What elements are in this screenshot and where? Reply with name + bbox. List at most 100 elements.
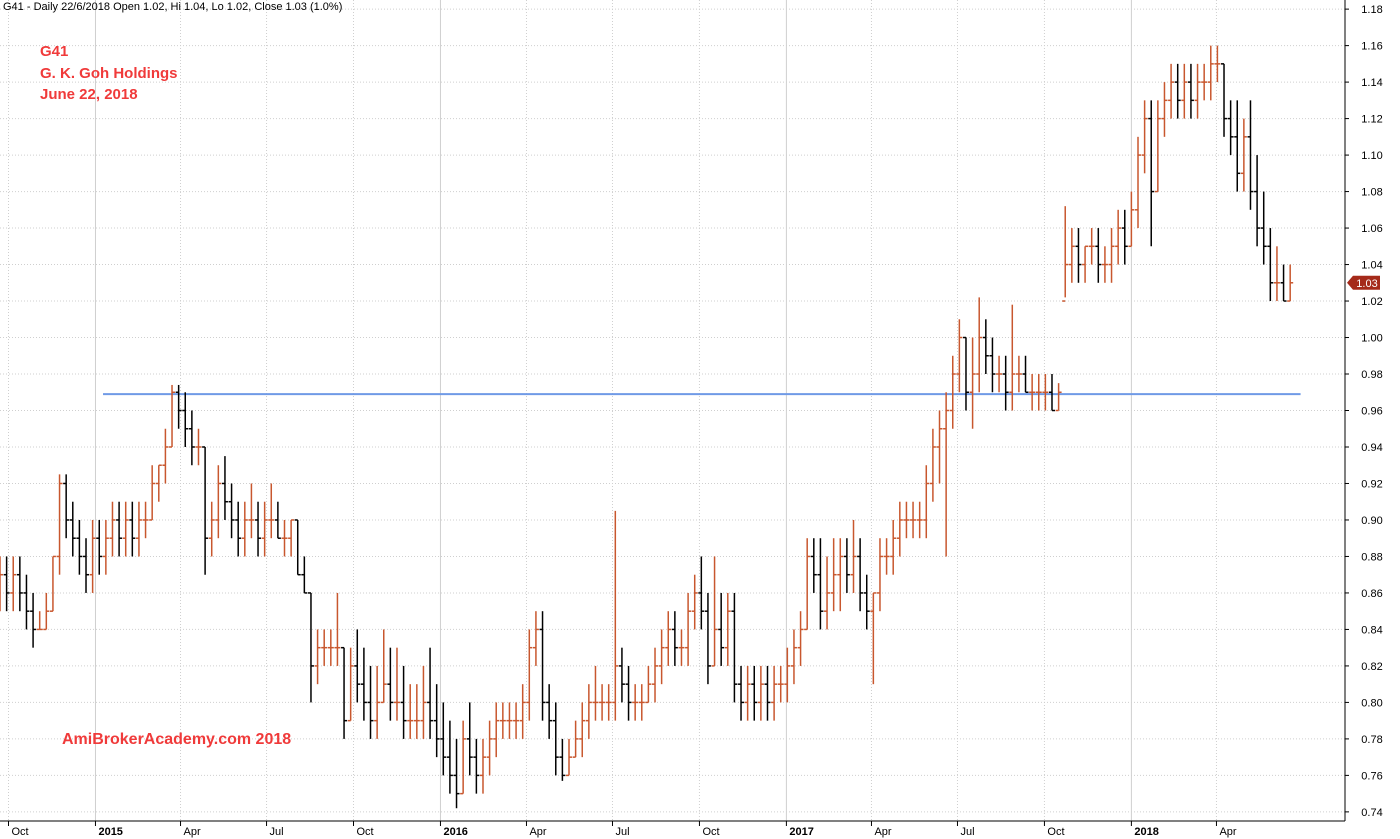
ohlc-bar (96, 519, 103, 575)
x-tick-label: Jul (270, 826, 284, 838)
y-tick-label: 0.98 (1361, 369, 1382, 381)
last-price-badge-shape (1347, 275, 1380, 290)
ohlc-bar (83, 538, 90, 593)
y-tick-label: 1.10 (1361, 150, 1382, 162)
ohlc-bar (1221, 63, 1228, 137)
ohlc-bar (1075, 228, 1082, 283)
ohlc-bar (645, 665, 652, 704)
ohlc-bar (1280, 264, 1287, 302)
ohlc-bar (274, 501, 281, 539)
ohlc-bar (56, 474, 63, 575)
ohlc-bar (1128, 191, 1135, 248)
x-tick-label: Apr (874, 826, 891, 838)
ohlc-bar (493, 702, 500, 758)
ohlc-bar (1247, 100, 1254, 210)
ohlc-bar (890, 519, 897, 575)
ohlc-bar (453, 738, 460, 809)
ohlc-bar (989, 337, 996, 393)
ohlc-bar (1194, 63, 1201, 119)
ohlc-bar (446, 720, 453, 794)
ohlc-bar (923, 465, 930, 539)
ohlc-bar (804, 538, 811, 631)
ohlc-bar (413, 684, 420, 739)
ohlc-bar (327, 629, 334, 666)
x-tick-label: Apr (1219, 826, 1236, 838)
ohlc-bar (1273, 246, 1280, 302)
ohlc-bar (1148, 100, 1155, 247)
ohlc-bar (936, 410, 943, 484)
ohlc-bar (215, 465, 222, 539)
ohlc-bar (1254, 155, 1261, 247)
ohlc-bar (665, 611, 672, 666)
ohlc-bar (393, 647, 400, 721)
ohlc-bar (36, 611, 43, 631)
ohlc-bar (850, 519, 857, 593)
ohlc-bar (824, 556, 831, 630)
ohlc-bar (1062, 206, 1069, 302)
ohlc-bar (1154, 100, 1161, 193)
annotation-date: June 22, 2018 (40, 86, 138, 103)
ohlc-bar (1082, 245, 1089, 283)
ohlc-bar (486, 720, 493, 776)
ohlc-bar (612, 510, 619, 721)
y-tick-label: 1.04 (1361, 260, 1382, 272)
ohlc-bar (407, 684, 414, 739)
ohlc-bar (790, 629, 797, 685)
y-tick-label: 0.86 (1361, 588, 1382, 600)
ohlc-bar (797, 611, 804, 666)
ohlc-bar (585, 684, 592, 739)
ohlc-bar (863, 574, 870, 630)
ohlc-bar (49, 555, 56, 612)
x-tick-label: Jul (615, 826, 629, 838)
ohlc-bar (321, 629, 328, 666)
ohlc-bar (969, 337, 976, 429)
ohlc-bar (235, 501, 242, 557)
ohlc-bar (360, 647, 367, 721)
y-tick-label: 1.08 (1361, 187, 1382, 199)
ohlc-bar (1088, 228, 1095, 265)
ohlc-bar (307, 592, 314, 703)
ohlc-bar (169, 384, 176, 448)
grid-lines (0, 0, 1345, 821)
ohlc-bar (1207, 45, 1214, 101)
ohlc-bar (572, 720, 579, 758)
ohlc-bar (479, 738, 486, 794)
ohlc-bar (1095, 228, 1102, 283)
ohlc-bar (996, 355, 1003, 393)
x-tick-label: 2016 (443, 826, 467, 838)
ohlc-bar (155, 464, 162, 502)
y-tick-label: 0.84 (1361, 624, 1382, 636)
ohlc-bar (678, 629, 685, 666)
ohlc-bar (943, 392, 950, 557)
ohlc-bar (255, 501, 262, 557)
ohlc-bar (69, 501, 76, 557)
ohlc-bar (566, 738, 573, 777)
ohlc-bar (579, 702, 586, 758)
ohlc-bar (1260, 191, 1267, 265)
y-tick-label: 0.76 (1361, 770, 1382, 782)
ohlc-bar (499, 702, 506, 739)
y-tick-label: 1.02 (1361, 296, 1382, 308)
x-tick-label: Oct (702, 826, 719, 838)
ohlc-bar (1042, 374, 1049, 411)
ohlc-bar (744, 665, 751, 721)
ohlc-bar (506, 702, 513, 739)
ohlc-bar (764, 665, 771, 721)
ohlc-bar (341, 646, 348, 739)
ohlc-bar (731, 592, 738, 703)
ohlc-bar (638, 684, 645, 721)
ohlc-bar (625, 665, 632, 721)
ohlc-bar (466, 702, 473, 776)
annotation-company-name: G. K. Goh Holdings (40, 65, 178, 82)
x-tick-label: Oct (356, 826, 373, 838)
ohlc-bar (261, 501, 268, 557)
y-tick-label: 0.96 (1361, 406, 1382, 418)
annotation-symbol: G41 (40, 43, 69, 60)
ohlc-bar (1161, 82, 1168, 137)
ohlc-bar (301, 556, 308, 594)
ohlc-bar (1029, 374, 1036, 411)
ohlc-bar (658, 629, 665, 685)
ohlc-bar (830, 538, 837, 612)
